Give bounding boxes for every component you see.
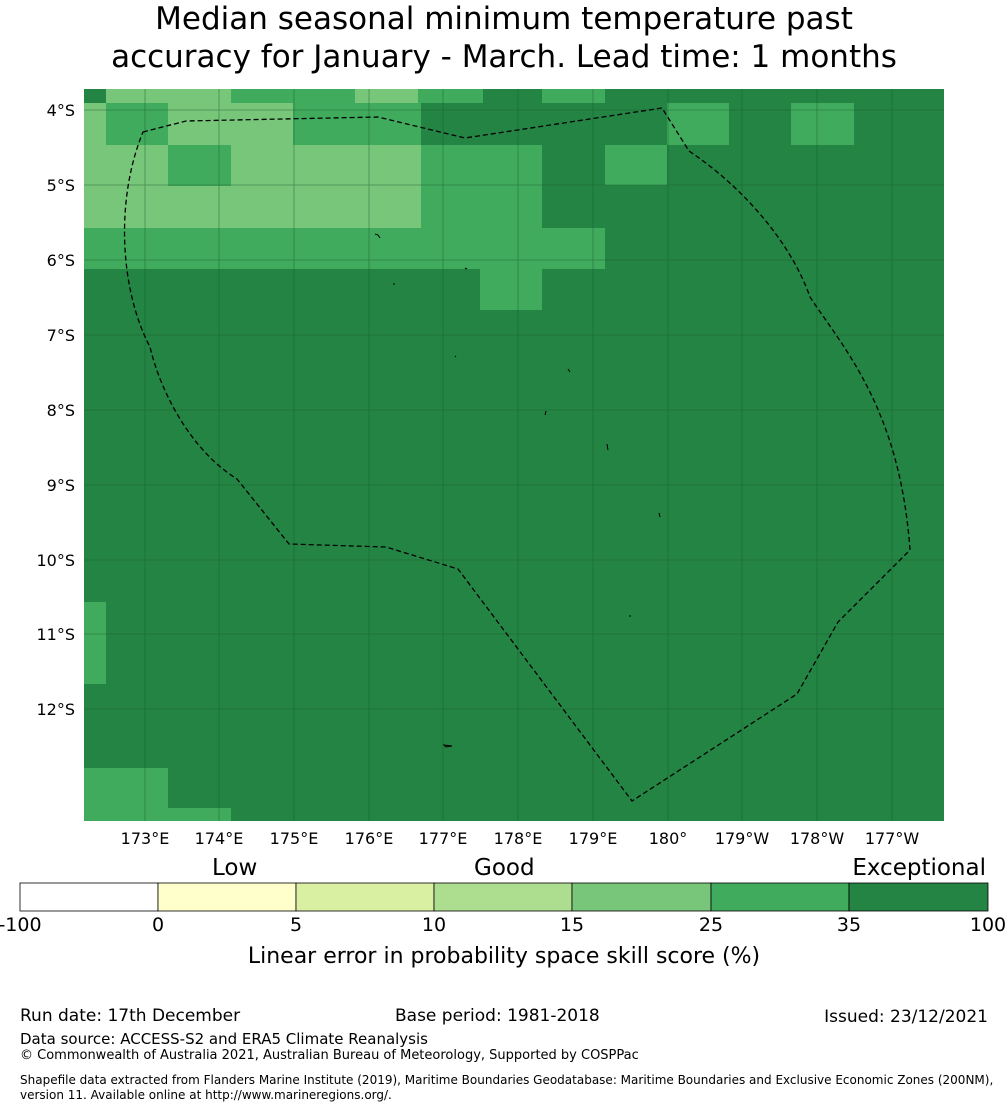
map-title: Median seasonal minimum temperature past…	[0, 0, 1008, 76]
lat-label: 11°S	[36, 625, 75, 644]
lat-label: 4°S	[47, 101, 75, 120]
colorbar-segment	[157, 882, 297, 912]
cell-15-25	[84, 145, 168, 228]
copyright: © Commonwealth of Australia 2021, Austra…	[20, 1048, 639, 1063]
colorbar-category-low: Low	[212, 855, 258, 881]
lon-label: 180°	[649, 829, 688, 848]
colorbar-segment	[848, 882, 989, 912]
colorbar-segment	[433, 882, 573, 912]
lon-label: 175°E	[270, 829, 319, 848]
colorbar-tick: 0	[151, 914, 165, 936]
lon-label: 177°E	[419, 829, 468, 848]
colorbar-category-exceptional: Exceptional	[852, 855, 986, 881]
cell-25-35	[667, 103, 729, 145]
cell-15-25	[84, 103, 106, 145]
cell-15-25	[355, 89, 418, 103]
cell-35-100	[421, 103, 542, 145]
lat-label: 8°S	[47, 401, 75, 420]
island	[464, 267, 468, 270]
colorbar-category-good: Good	[474, 855, 535, 881]
colorbar-tick: -100	[0, 914, 42, 936]
shapefile-credit-line-2: version 11. Available online at http://w…	[20, 1088, 392, 1102]
lat-label: 10°S	[36, 551, 75, 570]
island	[454, 355, 457, 358]
data-source: Data source: ACCESS-S2 and ERA5 Climate …	[20, 1030, 428, 1048]
lat-label: 12°S	[36, 700, 75, 719]
lon-label: 178°W	[790, 829, 845, 848]
colorbar-segment	[571, 882, 712, 912]
eez-boundary	[123, 107, 911, 802]
cell-25-35	[84, 602, 106, 684]
cell-25-35	[791, 103, 854, 145]
island	[658, 512, 661, 518]
graticule	[84, 89, 944, 821]
island	[374, 233, 381, 239]
colorbar-tick: 10	[421, 914, 447, 936]
title-line-2: accuracy for January - March. Lead time:…	[111, 39, 897, 75]
cell-15-25	[168, 186, 421, 228]
colorbar-tick: 25	[698, 914, 724, 936]
cell-25-35	[421, 89, 483, 103]
lon-label: 173°E	[121, 829, 170, 848]
latitude-labels: 4°S 5°S 6°S 7°S 8°S 9°S 10°S 11°S 12°S	[36, 101, 75, 719]
lon-label: 179°E	[569, 829, 618, 848]
island	[442, 744, 453, 748]
colorbar-segment	[19, 882, 159, 912]
colorbar-tick: 15	[559, 914, 585, 936]
island	[544, 410, 547, 416]
lat-label: 9°S	[47, 476, 75, 495]
cell-15-25	[106, 89, 231, 103]
lon-label: 177°W	[865, 829, 920, 848]
cell-35-100	[84, 89, 106, 103]
cell-15-25	[168, 103, 293, 145]
colorbar-segment	[295, 882, 435, 912]
cell-25-35	[605, 145, 667, 185]
cell-15-25	[231, 145, 421, 186]
lat-label: 7°S	[47, 326, 75, 345]
islands	[374, 233, 661, 748]
cell-25-35	[542, 228, 605, 269]
cell-25-35	[480, 269, 542, 310]
island	[606, 443, 609, 451]
base-period: Base period: 1981-2018	[395, 1006, 600, 1026]
lat-label: 6°S	[47, 251, 75, 270]
colorbar-tick: 100	[969, 914, 1007, 936]
colorbar-segment	[710, 882, 850, 912]
shapefile-credit-line-1: Shapefile data extracted from Flanders M…	[20, 1073, 994, 1087]
lon-label: 174°E	[195, 829, 244, 848]
lat-label: 5°S	[47, 176, 75, 195]
skill-cells	[84, 89, 854, 821]
issued-date: Issued: 23/12/2021	[824, 1007, 988, 1027]
cell-25-35	[421, 145, 542, 269]
lon-label: 178°E	[494, 829, 543, 848]
cell-35-100	[483, 89, 542, 103]
title-line-1: Median seasonal minimum temperature past	[155, 1, 853, 37]
island	[567, 368, 571, 373]
lon-label: 179°W	[715, 829, 770, 848]
colorbar-tick: 35	[836, 914, 862, 936]
cell-25-35	[84, 768, 168, 821]
lon-label: 176°E	[345, 829, 394, 848]
colorbar-tick: 5	[289, 914, 303, 936]
colorbar	[19, 882, 989, 912]
longitude-labels: 173°E 174°E 175°E 176°E 177°E 178°E 179°…	[121, 829, 920, 848]
colorbar-label: Linear error in probability space skill …	[247, 944, 761, 969]
cell-25-35	[542, 89, 605, 103]
run-date: Run date: 17th December	[20, 1006, 241, 1026]
cell-25-35	[168, 808, 231, 821]
